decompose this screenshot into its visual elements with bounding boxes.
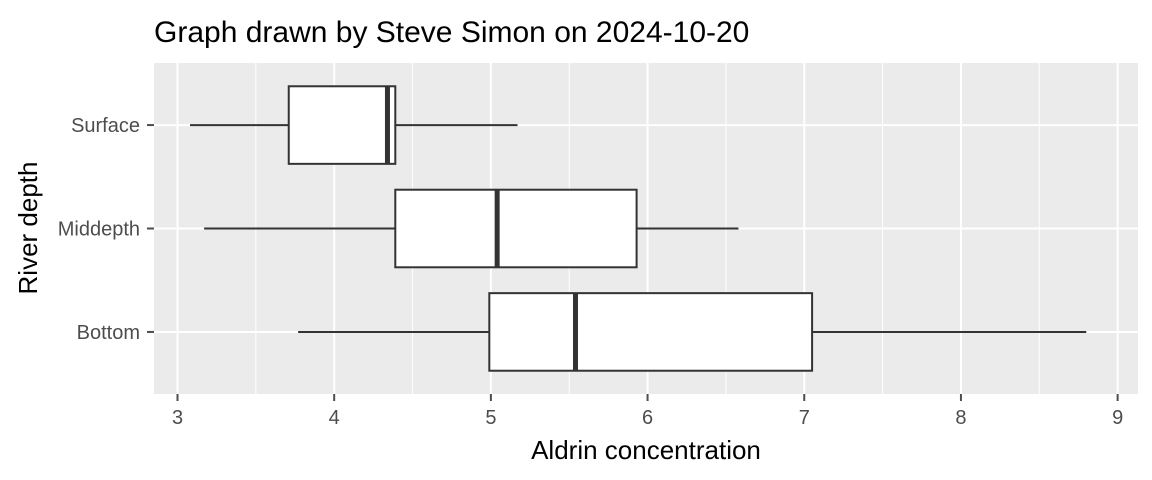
box-iqr bbox=[488, 292, 814, 372]
x-tick-label: 9 bbox=[1112, 407, 1123, 429]
chart-title: Graph drawn by Steve Simon on 2024-10-20 bbox=[154, 16, 749, 49]
y-tick-label: Bottom bbox=[77, 322, 140, 344]
y-tick-label: Middepth bbox=[58, 219, 140, 241]
box-iqr bbox=[394, 188, 638, 269]
y-axis-title: River depth bbox=[13, 162, 43, 295]
y-axis: Surface Middepth Bottom bbox=[58, 115, 154, 344]
x-tick-label: 8 bbox=[955, 407, 966, 429]
x-tick-label: 4 bbox=[329, 407, 340, 429]
box-iqr bbox=[287, 85, 397, 165]
x-tick-label: 7 bbox=[799, 407, 810, 429]
x-tick-label: 5 bbox=[485, 407, 496, 429]
boxes-layer bbox=[190, 85, 1087, 372]
x-axis-title: Aldrin concentration bbox=[531, 435, 761, 465]
x-tick-label: 6 bbox=[642, 407, 653, 429]
y-tick-label: Surface bbox=[71, 115, 140, 137]
x-axis: 3 4 5 6 7 8 9 bbox=[172, 394, 1123, 429]
x-tick-label: 3 bbox=[172, 407, 183, 429]
